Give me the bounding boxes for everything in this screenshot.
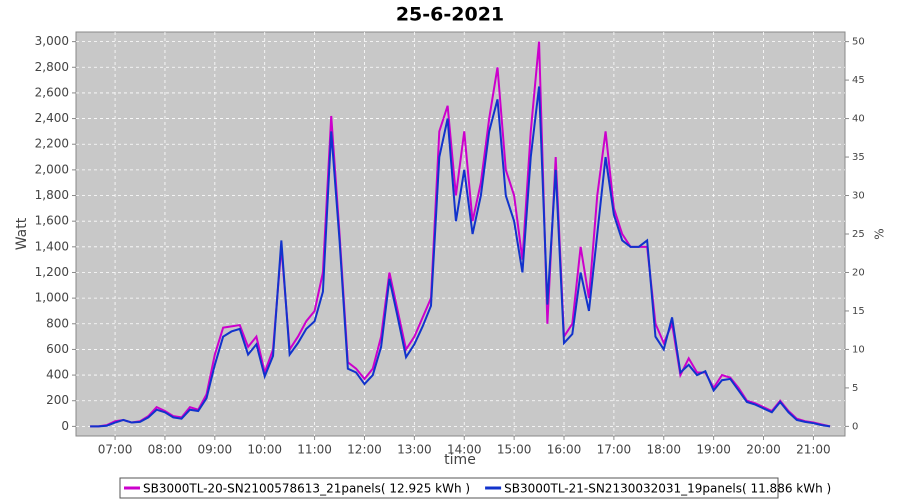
y-tick-label: 200 [46, 393, 69, 407]
x-tick-label: 08:00 [148, 443, 183, 457]
y-tick-label: 1,400 [35, 239, 69, 253]
x-tick-label: 15:00 [497, 443, 532, 457]
x-tick-label: 19:00 [696, 443, 731, 457]
legend [119, 477, 779, 499]
y-tick-label: 600 [46, 342, 69, 356]
y2-tick-label: 20 [852, 267, 865, 278]
y-tick-label: 0 [61, 419, 69, 433]
x-tick-label: 16:00 [547, 443, 582, 457]
y-axis-title: Watt [14, 217, 30, 250]
y-tick-label: 2,600 [35, 85, 69, 99]
y2-tick-label: 35 [852, 152, 865, 163]
x-tick-label: 10:00 [247, 443, 282, 457]
plot-area [75, 31, 846, 437]
x-tick-label: 17:00 [597, 443, 632, 457]
y2-tick-label: 5 [852, 383, 858, 394]
y-tick-label: 2,400 [35, 111, 69, 125]
legend-label: SB3000TL-21-SN2130032031_19panels( 11.88… [504, 482, 831, 496]
y2-tick-label: 25 [852, 229, 865, 240]
y2-tick-label: 10 [852, 344, 865, 355]
x-tick-label: 07:00 [98, 443, 133, 457]
y-tick-label: 1,800 [35, 188, 69, 202]
y2-tick-label: 0 [852, 421, 858, 432]
x-tick-label: 09:00 [198, 443, 233, 457]
y-tick-label: 1,000 [35, 291, 69, 305]
y-tick-label: 2,800 [35, 60, 69, 74]
y2-tick-label: 45 [852, 75, 865, 86]
x-tick-label: 14:00 [447, 443, 482, 457]
y-tick-label: 1,600 [35, 214, 69, 228]
y-tick-label: 800 [46, 316, 69, 330]
y-tick-label: 3,000 [35, 34, 69, 48]
x-axis-title: time [444, 452, 476, 468]
y2-tick-label: 50 [852, 37, 865, 48]
y2-tick-label: 40 [852, 114, 865, 125]
y2-tick-label: 15 [852, 306, 865, 317]
x-tick-label: 13:00 [397, 443, 432, 457]
x-tick-label: 20:00 [746, 443, 781, 457]
y-tick-label: 1,200 [35, 265, 69, 279]
y2-tick-label: 30 [852, 191, 865, 202]
x-tick-label: 12:00 [347, 443, 382, 457]
x-tick-label: 18:00 [646, 443, 681, 457]
chart-title: 25-6-2021 [396, 4, 504, 26]
y-tick-label: 2,000 [35, 162, 69, 176]
y-tick-label: 2,200 [35, 137, 69, 151]
legend-label: SB3000TL-20-SN2100578613_21panels( 12.92… [143, 482, 470, 496]
y2-axis-title: % [873, 228, 887, 239]
x-tick-label: 11:00 [297, 443, 332, 457]
x-tick-label: 21:00 [796, 443, 831, 457]
series-line [90, 86, 831, 428]
y-tick-label: 400 [46, 368, 69, 382]
